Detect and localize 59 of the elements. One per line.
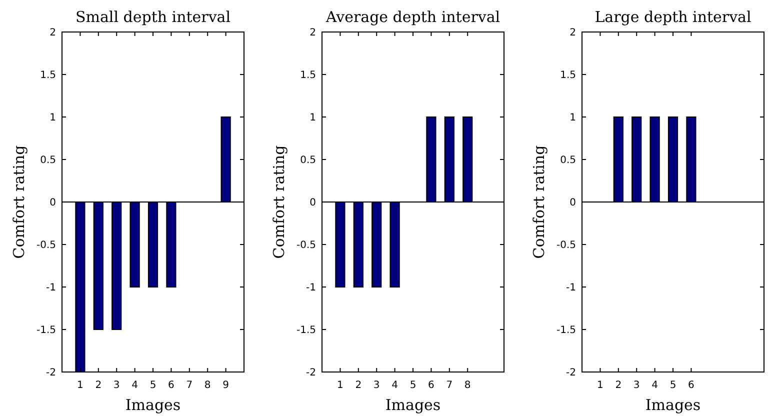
- y-tick-label: 2: [310, 28, 316, 38]
- y-tick-label: -2: [46, 368, 56, 378]
- y-tick-label: 1: [570, 112, 576, 124]
- x-tick-label: 5: [670, 380, 676, 391]
- x-tick-label: 3: [633, 380, 640, 391]
- x-tick-label: 8: [464, 380, 471, 391]
- x-tick-label: 1: [597, 380, 604, 391]
- x-axis-title: Images: [125, 396, 181, 414]
- x-axis-title: Images: [385, 396, 441, 414]
- y-tick-label: -1.5: [36, 325, 56, 336]
- x-axis-title: Images: [645, 396, 701, 414]
- y-tick-label: 2: [50, 28, 56, 38]
- y-tick-label: 0.5: [300, 155, 316, 166]
- x-tick-label: 7: [446, 380, 453, 391]
- y-tick-label: 0: [310, 198, 316, 208]
- x-tick-label: 4: [392, 380, 398, 391]
- x-tick-label: 3: [373, 380, 380, 391]
- x-tick-label: 4: [652, 380, 658, 391]
- x-tick-label: 4: [132, 380, 138, 391]
- y-tick-label: 1.5: [40, 70, 56, 81]
- y-tick-label: 1.5: [300, 70, 316, 81]
- y-tick-label: -1.5: [556, 325, 576, 336]
- x-tick-label: 5: [150, 380, 156, 391]
- y-tick-label: -2: [566, 368, 576, 378]
- x-tick-label: 1: [77, 380, 84, 391]
- chart-title: Large depth interval: [594, 8, 752, 26]
- y-axis-title: Comfort rating: [10, 144, 28, 259]
- y-axis-title: Comfort rating: [530, 144, 548, 259]
- y-tick-label: -1: [46, 282, 56, 294]
- y-tick-label: -2: [306, 368, 316, 378]
- y-tick-label: 1.5: [560, 70, 576, 81]
- y-tick-label: -0.5: [556, 240, 576, 251]
- y-axis-title: Comfort rating: [270, 144, 288, 259]
- y-tick-label: 1: [50, 112, 56, 124]
- x-tick-label: 6: [168, 380, 174, 391]
- x-tick-label: 3: [113, 380, 120, 391]
- y-tick-label: 0: [570, 198, 576, 208]
- x-tick-label: 2: [615, 380, 622, 391]
- y-tick-label: -0.5: [36, 240, 56, 251]
- y-tick-label: -1: [306, 282, 316, 294]
- x-tick-label: 9: [222, 380, 229, 391]
- y-tick-label: 2: [570, 28, 576, 38]
- y-tick-label: -1: [566, 282, 576, 294]
- x-tick-label: 2: [355, 380, 362, 391]
- y-tick-label: 0: [50, 198, 56, 208]
- chart-title: Average depth interval: [324, 8, 500, 26]
- y-tick-label: -0.5: [296, 240, 316, 251]
- x-tick-label: 6: [428, 380, 434, 391]
- x-tick-label: 6: [688, 380, 694, 391]
- x-tick-label: 1: [337, 380, 344, 391]
- x-tick-label: 5: [410, 380, 416, 391]
- chart-title: Small depth interval: [75, 8, 231, 26]
- y-tick-label: 0.5: [40, 155, 56, 166]
- y-tick-label: 0.5: [560, 155, 576, 166]
- x-tick-label: 2: [95, 380, 102, 391]
- x-tick-label: 8: [204, 380, 211, 391]
- y-tick-label: -1.5: [296, 325, 316, 336]
- y-tick-label: 1: [310, 112, 316, 124]
- x-tick-label: 7: [186, 380, 193, 391]
